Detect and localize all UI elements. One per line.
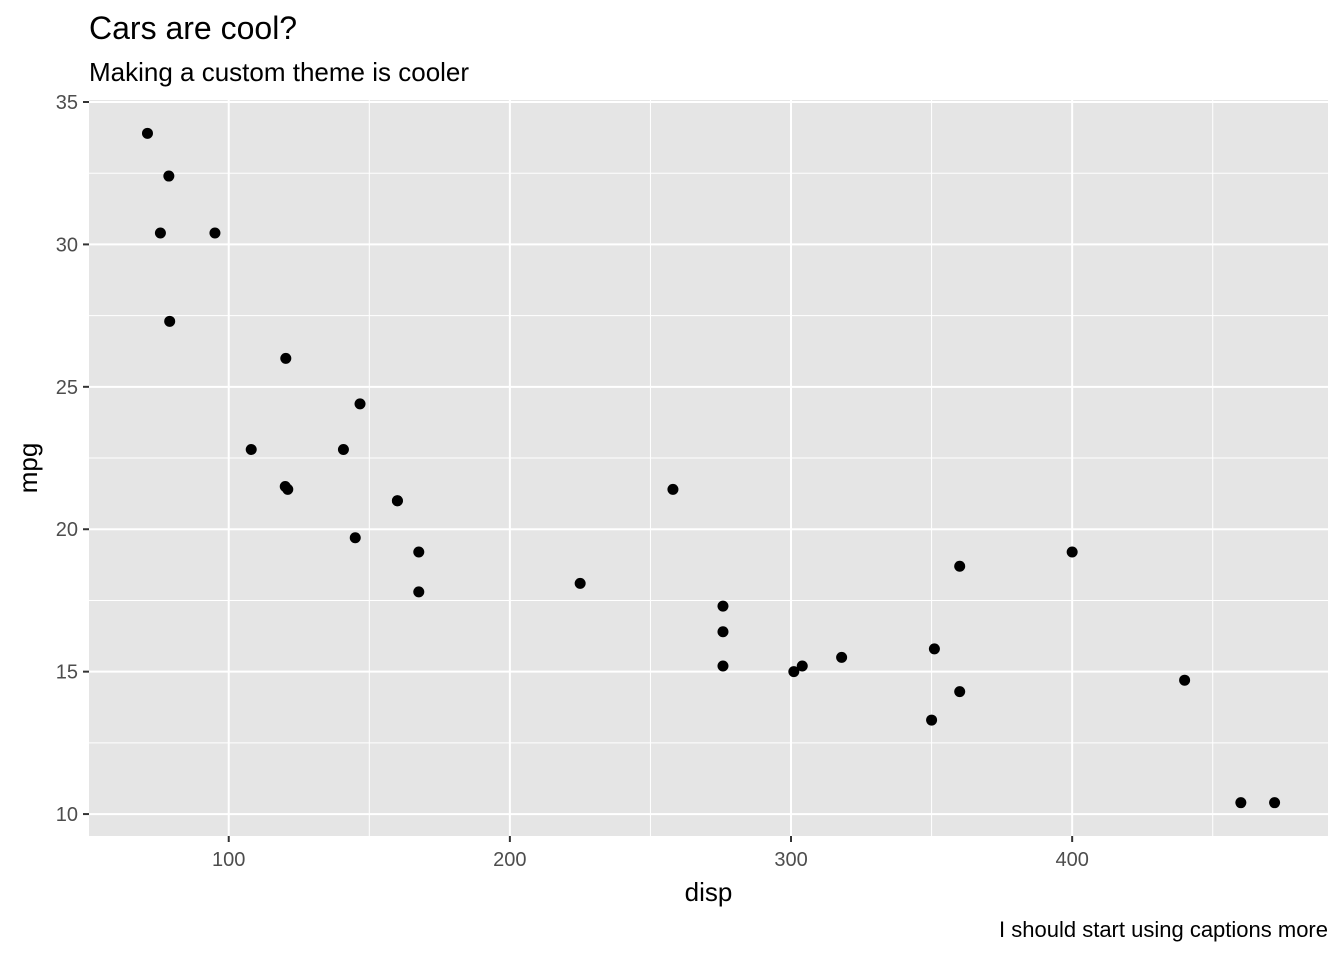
chart-title: Cars are cool? bbox=[89, 10, 298, 46]
data-point bbox=[1066, 546, 1078, 558]
chart-subtitle: Making a custom theme is cooler bbox=[89, 57, 470, 87]
data-point bbox=[154, 227, 166, 239]
data-point bbox=[413, 586, 425, 598]
data-point bbox=[354, 398, 366, 410]
data-point bbox=[209, 227, 221, 239]
data-point bbox=[245, 443, 257, 455]
data-point bbox=[836, 651, 848, 663]
data-point bbox=[391, 495, 403, 507]
data-point bbox=[667, 483, 679, 495]
data-point bbox=[1179, 674, 1191, 686]
y-axis-title: mpg bbox=[13, 443, 43, 494]
data-point bbox=[163, 170, 175, 182]
chart-caption: I should start using captions more bbox=[999, 917, 1328, 942]
data-point bbox=[788, 666, 800, 678]
major-gridlines bbox=[89, 100, 1328, 836]
x-tick-label: 300 bbox=[774, 849, 807, 871]
data-point bbox=[337, 443, 349, 455]
data-points bbox=[141, 127, 1281, 809]
data-point bbox=[574, 577, 586, 589]
x-tick-label: 400 bbox=[1055, 849, 1088, 871]
data-point bbox=[280, 352, 292, 364]
data-point bbox=[928, 643, 940, 655]
y-tick-label: 15 bbox=[56, 662, 78, 684]
y-tick-label: 25 bbox=[56, 377, 78, 399]
y-tick-label: 10 bbox=[56, 804, 78, 826]
minor-gridlines bbox=[89, 100, 1328, 836]
x-tick-label: 100 bbox=[212, 849, 245, 871]
data-point bbox=[717, 660, 729, 672]
data-point bbox=[1235, 797, 1247, 809]
x-tick-label: 200 bbox=[493, 849, 526, 871]
data-point bbox=[413, 546, 425, 558]
plot-panel bbox=[89, 100, 1328, 836]
data-point bbox=[717, 626, 729, 638]
x-axis: 100 200 300 400 bbox=[212, 836, 1089, 871]
y-tick-label: 30 bbox=[56, 234, 78, 256]
y-tick-label: 35 bbox=[56, 92, 78, 114]
data-point bbox=[954, 560, 966, 572]
data-point bbox=[717, 600, 729, 612]
data-point bbox=[926, 714, 938, 726]
data-point bbox=[796, 660, 808, 672]
data-point bbox=[1269, 797, 1281, 809]
data-point bbox=[349, 532, 361, 544]
x-axis-title: disp bbox=[685, 877, 733, 907]
data-point bbox=[954, 686, 966, 698]
y-tick-label: 20 bbox=[56, 519, 78, 541]
data-point bbox=[282, 483, 294, 495]
data-point bbox=[141, 127, 153, 139]
y-axis: 10 15 20 25 30 35 bbox=[56, 92, 89, 826]
data-point bbox=[164, 315, 176, 327]
